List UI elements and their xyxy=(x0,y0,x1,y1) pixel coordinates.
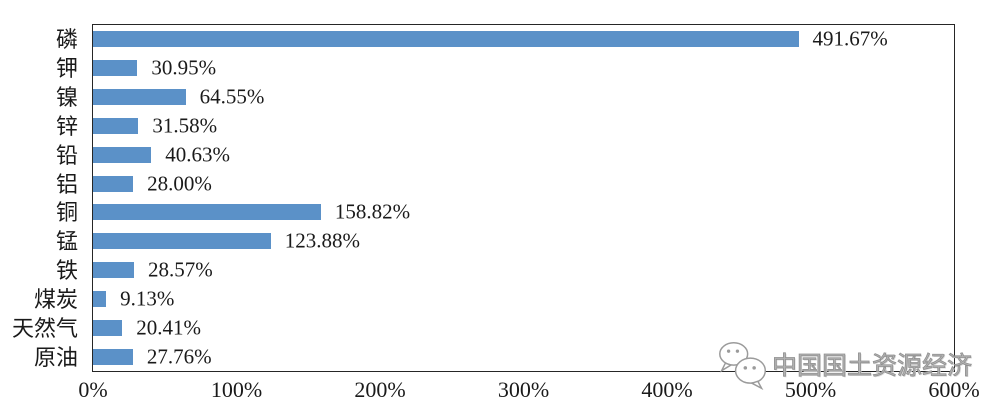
x-axis: 0% 100% 200% 300% 400% 500% 600% xyxy=(78,377,979,408)
x-axis-tick-label: 500% xyxy=(784,377,837,402)
bar xyxy=(93,319,123,336)
category-label: 铜 xyxy=(55,200,78,226)
bar-value-label: 123.88% xyxy=(284,228,361,253)
x-axis-tick-label: 0% xyxy=(78,377,108,402)
category-label: 钾 xyxy=(55,56,78,82)
bar xyxy=(93,146,152,163)
x-axis-tick-label: 200% xyxy=(354,377,406,402)
bar-value-label: 28.00% xyxy=(147,171,212,196)
bar-value-label: 40.63% xyxy=(165,142,231,167)
category-label: 镍 xyxy=(55,85,78,111)
bar xyxy=(93,117,139,134)
category-label: 煤炭 xyxy=(33,286,78,312)
x-axis-tick-label: 300% xyxy=(497,377,550,402)
wechat-icon xyxy=(719,342,767,391)
bar xyxy=(93,233,271,250)
bar-value-label: 64.55% xyxy=(199,84,265,109)
bar xyxy=(93,89,186,106)
bar-value-label: 30.95% xyxy=(151,55,217,80)
watermark: 中国国土资源经济 xyxy=(716,340,972,392)
bar xyxy=(93,60,138,77)
x-axis-tick-label: 100% xyxy=(210,377,263,402)
category-label: 天然气 xyxy=(11,315,78,341)
bar xyxy=(93,31,799,48)
category-label: 铅 xyxy=(55,142,78,168)
plot-inner: 491.67% 30.95% 64.55% 31.58% 40.63% 28.00% 158… xyxy=(93,25,954,371)
bar xyxy=(93,175,134,192)
x-axis-tick-label: 400% xyxy=(641,377,693,402)
category-label: 铝 xyxy=(55,171,78,197)
x-axis-tick-label: 600% xyxy=(928,377,980,402)
category-label: 锰 xyxy=(55,229,78,255)
bar xyxy=(93,204,321,221)
bar-value-label: 158.82% xyxy=(334,199,411,224)
category-label: 铁 xyxy=(55,258,78,284)
bar xyxy=(93,348,133,365)
bar-value-label: 31.58% xyxy=(152,113,218,138)
bar-value-label: 27.76% xyxy=(146,344,212,369)
category-label: 磷 xyxy=(55,27,78,53)
bar-value-label: 20.41% xyxy=(136,315,202,340)
bar xyxy=(93,262,134,279)
category-label: 锌 xyxy=(55,113,78,139)
plot-area: 491.67% 30.95% 64.55% 31.58% 40.63% 28.00% 158… xyxy=(92,24,955,372)
category-label: 原油 xyxy=(33,344,78,370)
bar xyxy=(93,290,107,307)
bar-value-label: 9.13% xyxy=(120,286,175,311)
watermark-text: 中国国土资源经济 xyxy=(772,352,973,380)
bar-value-label: 28.57% xyxy=(147,257,213,282)
bar-value-label: 491.67% xyxy=(812,26,888,51)
y-axis-labels: 磷钾镍锌铅铝铜锰铁煤炭天然气原油 xyxy=(0,24,92,372)
